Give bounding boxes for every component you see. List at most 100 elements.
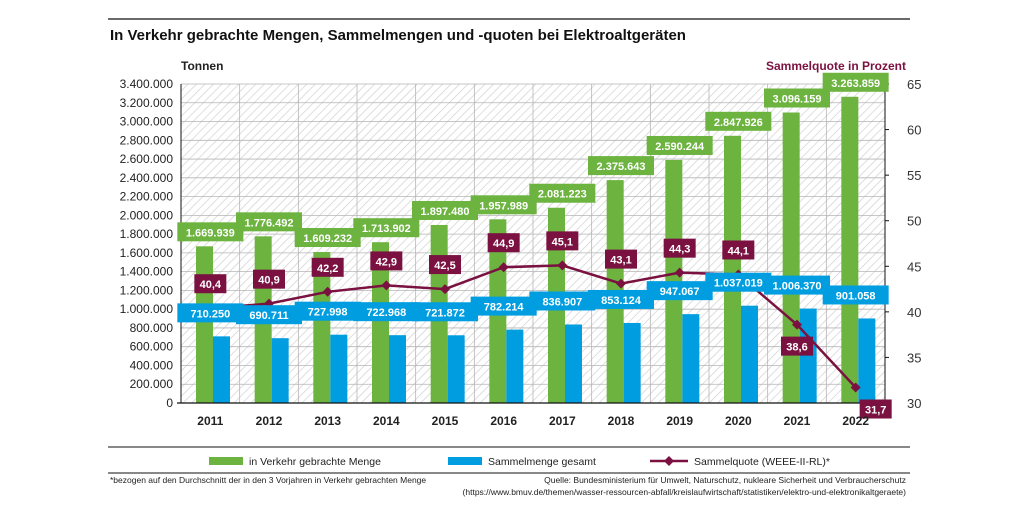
label-box-in-verkehr bbox=[764, 88, 830, 108]
y-tick-label: 3.200.000 bbox=[120, 96, 174, 110]
data-label-quota: 44,1 bbox=[728, 245, 749, 257]
label-box-quota bbox=[429, 255, 461, 275]
y-tick-label: 400.000 bbox=[130, 358, 174, 372]
data-label-sammelmenge: 901.058 bbox=[836, 290, 876, 302]
bar-in-verkehr bbox=[196, 246, 213, 403]
data-label-sammelmenge: 782.214 bbox=[484, 302, 525, 314]
data-label-sammelmenge: 690.711 bbox=[249, 310, 288, 322]
data-label-sammelmenge: 721.872 bbox=[425, 307, 465, 319]
label-box-sammelmenge bbox=[529, 291, 596, 311]
legend-label-sammelmenge: Sammelmenge gesamt bbox=[488, 456, 596, 468]
label-box-in-verkehr bbox=[588, 156, 654, 176]
data-label-quota: 43,1 bbox=[610, 255, 631, 267]
label-box-in-verkehr bbox=[529, 183, 596, 203]
x-tick-label: 2020 bbox=[725, 414, 752, 428]
y-tick-label: 800.000 bbox=[130, 321, 174, 335]
label-box-sammelmenge bbox=[705, 272, 772, 292]
label-box-sammelmenge bbox=[646, 281, 713, 301]
bar-sammelmenge bbox=[447, 335, 465, 403]
data-label-quota: 44,3 bbox=[669, 244, 690, 256]
bar-sammelmenge bbox=[858, 318, 876, 403]
label-box-quota bbox=[781, 336, 813, 356]
quota-point bbox=[616, 278, 626, 289]
data-label-sammelmenge: 722.968 bbox=[366, 307, 406, 319]
y-tick-label: 2.800.000 bbox=[120, 133, 174, 147]
data-label-sammelmenge: 727.998 bbox=[308, 307, 348, 319]
data-label-sammelmenge: 836.907 bbox=[542, 296, 582, 308]
data-label-sammelmenge: 853.124 bbox=[601, 295, 642, 307]
y-tick-label: 1.000.000 bbox=[120, 302, 174, 316]
source-line-2: (https://www.bmuv.de/themen/wasser-resso… bbox=[463, 487, 907, 497]
data-label-quota: 42,2 bbox=[317, 263, 338, 275]
y-tick-label: 2.000.000 bbox=[120, 208, 174, 222]
label-box-quota bbox=[859, 399, 892, 419]
quota-point bbox=[674, 267, 685, 278]
bar-sammelmenge bbox=[389, 335, 406, 403]
data-label-sammelmenge: 1.006.370 bbox=[773, 281, 822, 293]
y2-tick-label: 35 bbox=[907, 350, 921, 365]
y-tick-label: 3.400.000 bbox=[120, 77, 174, 91]
data-label-in-verkehr: 3.096.159 bbox=[773, 94, 822, 106]
data-label-in-verkehr: 2.081.223 bbox=[538, 189, 587, 201]
data-label-in-verkehr: 1.609.232 bbox=[303, 233, 352, 245]
data-label-quota: 45,1 bbox=[552, 236, 573, 248]
label-box-sammelmenge bbox=[236, 305, 302, 325]
data-label-in-verkehr: 2.590.244 bbox=[655, 141, 705, 153]
label-box-sammelmenge bbox=[294, 301, 361, 321]
y2-tick-label: 45 bbox=[907, 259, 921, 274]
axes-layer bbox=[177, 83, 889, 404]
y2-tick-label: 55 bbox=[907, 168, 921, 183]
x-tick-label: 2011 bbox=[197, 414, 223, 428]
legend: in Verkehr gebrachte Menge Sammelmenge ge… bbox=[209, 456, 830, 468]
label-box-in-verkehr bbox=[646, 135, 713, 155]
data-label-quota: 42,5 bbox=[434, 260, 455, 272]
y2-tick-label: 30 bbox=[907, 396, 921, 411]
data-label-in-verkehr: 1.897.480 bbox=[421, 206, 470, 218]
label-box-sammelmenge bbox=[353, 302, 420, 322]
bar-sammelmenge bbox=[565, 324, 582, 403]
y-tick-label: 1.800.000 bbox=[120, 227, 174, 241]
label-box-sammelmenge bbox=[177, 303, 244, 323]
label-box-quota bbox=[546, 231, 579, 251]
legend-label-quota: Sammelquote (WEEE-II-RL)* bbox=[694, 456, 830, 468]
y2-tick-label: 60 bbox=[907, 123, 921, 138]
bar-sammelmenge bbox=[623, 322, 641, 403]
label-box-quota bbox=[663, 238, 696, 258]
data-label-quota: 40,4 bbox=[200, 279, 222, 291]
bar-sammelmenge bbox=[271, 338, 289, 403]
label-box-quota bbox=[253, 269, 285, 289]
quota-point bbox=[792, 319, 802, 330]
right-axis-unit: Sammelquote in Prozent bbox=[766, 59, 906, 73]
quota-point bbox=[557, 260, 568, 271]
data-label-quota: 44,9 bbox=[493, 238, 514, 250]
data-label-in-verkehr: 1.957.989 bbox=[479, 200, 528, 212]
x-tick-label: 2022 bbox=[842, 414, 869, 428]
x-tick-label: 2012 bbox=[256, 414, 283, 428]
legend-swatch-in-verkehr bbox=[209, 457, 243, 465]
data-label-in-verkehr: 1.713.902 bbox=[362, 223, 411, 235]
y-tick-label: 3.000.000 bbox=[120, 115, 174, 129]
x-tick-label: 2017 bbox=[549, 414, 576, 428]
label-box-sammelmenge bbox=[588, 289, 654, 309]
quota-point bbox=[850, 382, 861, 393]
y-tick-label: 200.000 bbox=[130, 377, 174, 391]
data-label-in-verkehr: 1.669.939 bbox=[186, 227, 235, 239]
data-labels-layer: 1.669.939 710.250 1.776.492 690.711 1.609.23… bbox=[177, 72, 892, 419]
data-label-quota: 31,7 bbox=[865, 405, 886, 417]
tick-labels-layer: 0 200.000 400.000 600.000 800.000 1.000.000 1.… bbox=[120, 77, 922, 428]
data-label-in-verkehr: 2.375.643 bbox=[597, 161, 646, 173]
bar-sammelmenge bbox=[506, 329, 524, 403]
bar-in-verkehr bbox=[724, 135, 741, 403]
data-label-sammelmenge: 710.250 bbox=[190, 308, 230, 320]
legend-swatch-sammelmenge bbox=[448, 457, 482, 465]
bar-in-verkehr bbox=[782, 112, 800, 403]
x-tick-label: 2014 bbox=[373, 414, 400, 428]
x-tick-label: 2016 bbox=[490, 414, 517, 428]
y-tick-label: 1.600.000 bbox=[120, 246, 174, 260]
data-label-quota: 40,9 bbox=[258, 275, 279, 287]
left-axis-unit: Tonnen bbox=[181, 59, 223, 73]
data-label-in-verkehr: 3.263.859 bbox=[831, 78, 880, 90]
label-box-in-verkehr bbox=[822, 72, 889, 92]
label-box-in-verkehr bbox=[412, 200, 478, 220]
label-box-in-verkehr bbox=[177, 222, 244, 242]
